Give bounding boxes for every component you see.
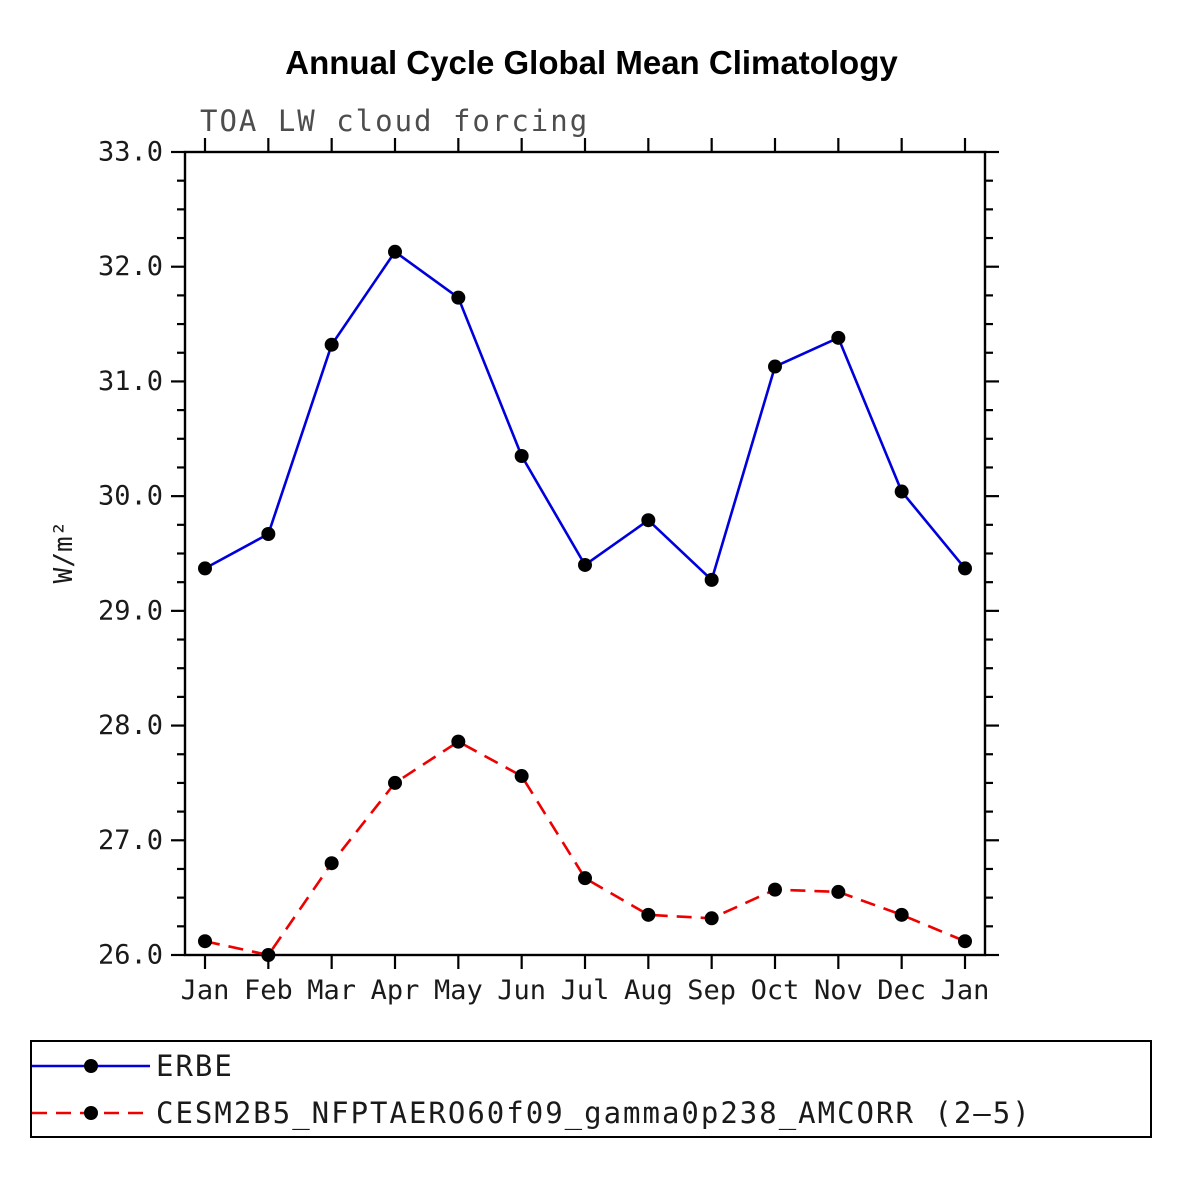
data-point-marker (198, 934, 212, 949)
data-point-marker (894, 907, 909, 922)
legend-label-model: CESM2B5_NFPTAERO60f09_gamma0p238_AMCORR … (156, 1095, 1032, 1130)
data-point-marker (641, 907, 656, 922)
x-tick-label: Dec (877, 975, 926, 1006)
data-point-marker (641, 513, 656, 528)
y-tick-label: 28.0 (98, 710, 163, 741)
data-point-marker (261, 526, 276, 541)
data-point-marker (578, 871, 592, 886)
y-tick-label: 31.0 (98, 366, 163, 397)
legend-label-erbe: ERBE (156, 1048, 234, 1083)
y-tick-label: 33.0 (98, 137, 163, 168)
data-point-marker (704, 911, 719, 926)
chart-subtitle: TOA LW cloud forcing (200, 104, 590, 138)
x-tick-label: Apr (371, 975, 420, 1006)
x-tick-label: Jul (561, 975, 610, 1006)
x-tick-label: Jun (497, 975, 546, 1006)
y-tick-label: 30.0 (98, 481, 163, 512)
y-tick-label: 32.0 (98, 251, 163, 282)
data-point-marker (261, 948, 276, 962)
data-point-marker (451, 290, 466, 305)
data-point-marker (388, 775, 402, 790)
data-point-marker (768, 882, 782, 897)
x-tick-label: Jan (181, 975, 230, 1006)
legend: ERBE CESM2B5_NFPTAERO60f09_gamma0p238_AM… (30, 1040, 1152, 1138)
data-point-marker (324, 856, 339, 871)
data-point-marker (514, 769, 529, 784)
data-point-marker (958, 561, 972, 576)
data-point-marker (768, 359, 782, 374)
y-tick-label: 27.0 (98, 825, 163, 856)
y-tick-label: 29.0 (98, 595, 163, 626)
x-tick-label: Sep (687, 975, 736, 1006)
x-tick-label: Jan (941, 975, 990, 1006)
data-point-marker (514, 448, 529, 463)
legend-item-model: CESM2B5_NFPTAERO60f09_gamma0p238_AMCORR … (32, 1091, 1150, 1135)
data-point-marker (894, 484, 909, 499)
data-point-marker (451, 734, 466, 749)
data-point-marker (958, 934, 972, 949)
data-point-marker (324, 337, 339, 352)
plot-area: 26.0 27.0 28.0 29.0 30.0 31.0 32.0 33.0 Jan Feb Ma… (98, 137, 999, 1006)
legend-sample-erbe-line-icon (32, 1058, 150, 1073)
data-point-marker (831, 330, 846, 345)
data-point-marker (388, 244, 402, 259)
data-point-marker (831, 884, 846, 899)
chart-title: Annual Cycle Global Mean Climatology (285, 44, 898, 81)
x-tick-label: Nov (814, 975, 863, 1006)
data-point-marker (704, 572, 719, 587)
data-point-marker (578, 557, 592, 572)
x-tick-label: Oct (751, 975, 800, 1006)
x-tick-label: May (434, 975, 483, 1006)
plot-frame (183, 150, 987, 957)
y-tick-label: 26.0 (98, 940, 163, 971)
x-tick-label: Feb (244, 975, 293, 1006)
series-line-0 (204, 250, 967, 582)
series-line-1 (204, 740, 966, 957)
x-tick-label: Aug (624, 975, 673, 1006)
x-tick-label: Mar (307, 975, 356, 1006)
data-point-marker (198, 561, 212, 576)
legend-sample-model-line-icon (32, 1105, 150, 1120)
legend-item-erbe: ERBE (32, 1044, 1150, 1088)
